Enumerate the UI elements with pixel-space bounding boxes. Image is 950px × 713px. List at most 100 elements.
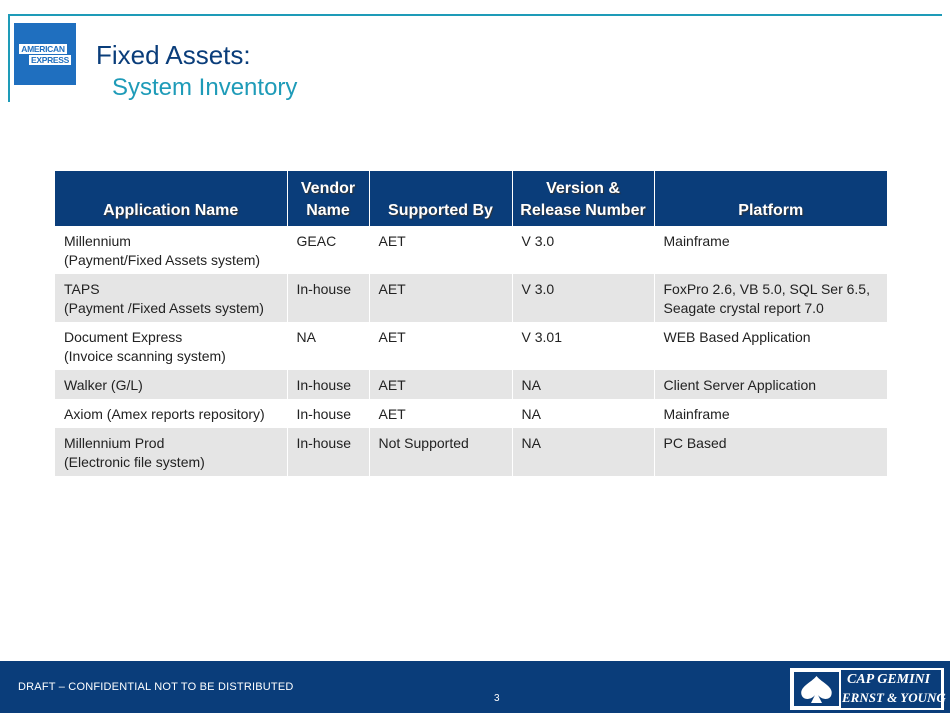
partner-name: CAP GEMINI ERNST & YOUNG (841, 670, 946, 708)
table-cell: In-house (286, 274, 369, 322)
cell-text: AET (378, 377, 406, 393)
table-cell: TAPS (Payment /Fixed Assets system) (55, 274, 287, 322)
system-inventory-table: Application Name Vendor Name Supported By Ve… (55, 171, 887, 476)
cell-text: NA (521, 435, 541, 451)
cell-text: PC Based (663, 435, 727, 451)
cell-text: Millennium (64, 233, 131, 249)
column-header-text: Version & (546, 180, 620, 197)
table-cell: NA (511, 370, 654, 399)
cell-text: (Invoice scanning system) (64, 348, 226, 364)
column-header-text: Supported By (388, 202, 493, 219)
cell-text: AET (378, 233, 406, 249)
table-cell: NA (286, 322, 369, 370)
cell-text: WEB Based Application (663, 329, 811, 345)
table-cell: AET (368, 322, 512, 370)
column-header-text: Application Name (103, 202, 239, 219)
spade-icon (794, 672, 839, 706)
table-cell: V 3.0 (511, 274, 654, 322)
column-header-text: Platform (738, 202, 804, 219)
cell-text: (Payment/Fixed Assets system) (64, 252, 261, 268)
cap-gemini-ernst-young-logo: CAP GEMINI ERNST & YOUNG (790, 668, 946, 710)
table-cell: AET (368, 226, 512, 274)
logo-line1: AMERICAN (19, 43, 67, 54)
cell-text: Millennium Prod (64, 435, 165, 451)
table-row: Document Express (Invoice scanning system… (55, 322, 887, 370)
logo-line2: EXPRESS (28, 54, 72, 65)
cell-text: FoxPro 2.6, VB 5.0, SQL Ser 6.5, (663, 281, 870, 297)
page-subtitle: System Inventory (112, 74, 298, 101)
cell-text: AET (378, 281, 406, 297)
table-cell: GEAC (286, 226, 369, 274)
table-row: Millennium (Payment/Fixed Assets system) G… (55, 226, 887, 274)
cell-text: NA (521, 406, 541, 422)
cell-text: Walker (G/L) (64, 377, 143, 393)
column-header: Vendor Name (286, 171, 369, 226)
column-header-text: Vendor (300, 180, 356, 197)
cell-text: In-house (296, 281, 351, 297)
table-cell: Not Supported (368, 428, 512, 476)
table-cell: AET (368, 370, 512, 399)
table-cell: In-house (286, 428, 369, 476)
table-cell: In-house (286, 370, 369, 399)
table-cell: V 3.0 (511, 226, 654, 274)
cell-text: Axiom (Amex reports repository) (64, 406, 265, 422)
cell-text: AET (378, 406, 406, 422)
column-header-text: Name (306, 202, 350, 219)
cell-text: V 3.0 (521, 281, 555, 297)
table-cell: NA (511, 428, 654, 476)
table-cell: Axiom (Amex reports repository) (55, 399, 287, 428)
table-row: Millennium Prod (Electronic file system) I… (55, 428, 887, 476)
table-cell: PC Based (653, 428, 887, 476)
footer: DRAFT – CONFIDENTIAL NOT TO BE DISTRIBUT… (0, 661, 950, 713)
cell-text: In-house (296, 406, 351, 422)
cell-text: (Payment /Fixed Assets system) (64, 300, 264, 316)
cell-text: In-house (296, 377, 351, 393)
table-cell: Millennium Prod (Electronic file system) (55, 428, 287, 476)
cell-text: AET (378, 329, 406, 345)
cell-text: NA (521, 377, 541, 393)
table-cell: FoxPro 2.6, VB 5.0, SQL Ser 6.5, Seagate … (653, 274, 887, 322)
cell-text: Document Express (64, 329, 183, 345)
cell-text: Not Supported (378, 435, 469, 451)
page-number: 3 (494, 693, 500, 704)
column-header: Application Name (55, 171, 287, 226)
confidential-notice: DRAFT – CONFIDENTIAL NOT TO BE DISTRIBUT… (18, 681, 294, 693)
column-header-text: Release Number (520, 202, 646, 219)
table-header-row: Application Name Vendor Name Supported By Ve… (55, 171, 887, 226)
left-rule (8, 14, 10, 102)
table-cell: Document Express (Invoice scanning system… (55, 322, 287, 370)
cell-text: NA (296, 329, 316, 345)
cell-text: Mainframe (663, 233, 730, 249)
table-cell: In-house (286, 399, 369, 428)
table-cell: AET (368, 274, 512, 322)
cell-text: (Electronic file system) (64, 454, 205, 470)
table-cell: Client Server Application (653, 370, 887, 399)
cell-text: Mainframe (663, 406, 730, 422)
amex-logo: AMERICAN EXPRESS (14, 23, 76, 85)
table-cell: Millennium (Payment/Fixed Assets system) (55, 226, 287, 274)
column-header: Supported By (368, 171, 512, 226)
cell-text: Client Server Application (663, 377, 817, 393)
cell-text: Seagate crystal report 7.0 (663, 300, 824, 316)
page-title: Fixed Assets: (96, 40, 251, 70)
table-cell: Mainframe (653, 226, 887, 274)
top-rule (8, 14, 942, 16)
table-row: Axiom (Amex reports repository) In-house A… (55, 399, 887, 428)
partner-name-line1: CAP GEMINI (847, 672, 931, 687)
cell-text: TAPS (64, 281, 100, 297)
table-cell: Walker (G/L) (55, 370, 287, 399)
partner-name-line2: ERNST & YOUNG (842, 690, 946, 705)
cell-text: In-house (296, 435, 351, 451)
column-header: Platform (653, 171, 887, 226)
table-cell: V 3.01 (511, 322, 654, 370)
column-header: Version & Release Number (511, 171, 654, 226)
table-cell: Mainframe (653, 399, 887, 428)
table-body: Millennium (Payment/Fixed Assets system) G… (55, 226, 887, 476)
spade-icon-box (794, 672, 839, 706)
table-cell: NA (511, 399, 654, 428)
table-row: Walker (G/L) In-house AET NA Client Server A… (55, 370, 887, 399)
cell-text: V 3.01 (521, 329, 562, 345)
table-cell: AET (368, 399, 512, 428)
table-row: TAPS (Payment /Fixed Assets system) In-hou… (55, 274, 887, 322)
cell-text: GEAC (296, 233, 337, 249)
